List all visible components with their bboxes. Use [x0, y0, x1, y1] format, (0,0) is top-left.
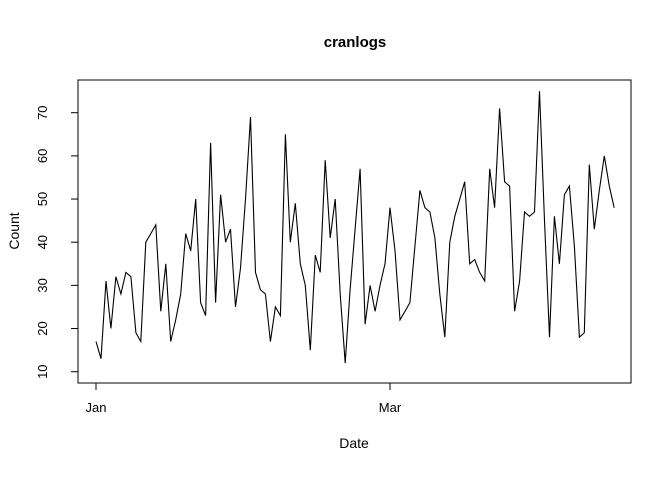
y-tick-label: 40: [35, 235, 50, 249]
x-tick-label: Mar: [379, 400, 402, 415]
y-tick-label: 30: [35, 278, 50, 292]
plot-box: [77, 79, 632, 384]
y-tick-label: 70: [35, 105, 50, 119]
data-line: [95, 91, 615, 364]
y-tick-label: 10: [35, 364, 50, 378]
y-tick-label: 50: [35, 192, 50, 206]
x-tick-label: Jan: [86, 400, 107, 415]
y-tick-label: 20: [35, 321, 50, 335]
y-axis-ticks: 10 20 30 40 50 60 70: [35, 105, 78, 379]
chart-title: cranlogs: [324, 34, 387, 51]
y-axis-label: Count: [6, 212, 22, 249]
x-axis-ticks: Jan Mar: [86, 383, 402, 415]
x-axis-label: Date: [339, 435, 369, 451]
y-tick-label: 60: [35, 149, 50, 163]
